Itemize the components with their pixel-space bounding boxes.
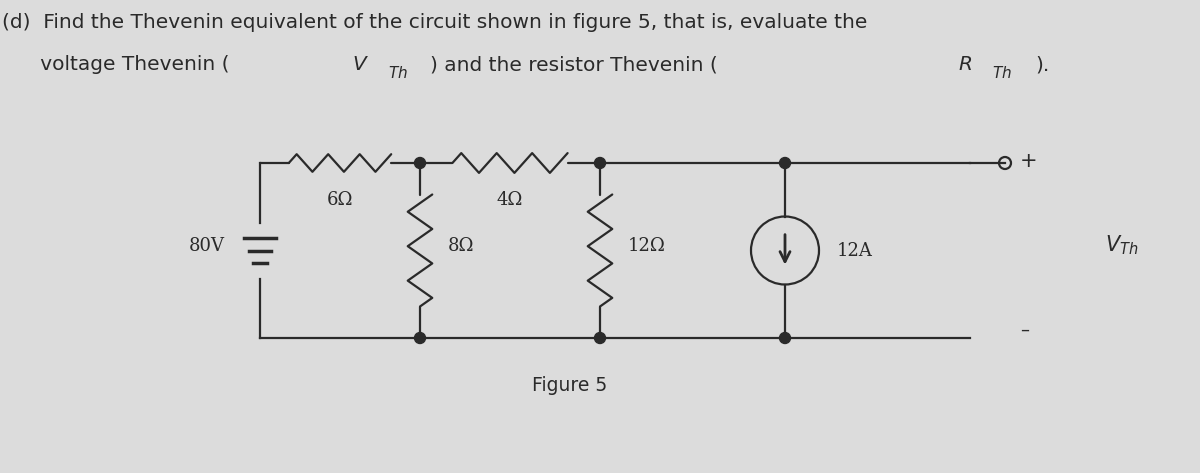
Text: voltage Thevenin (: voltage Thevenin ( xyxy=(2,55,229,74)
Circle shape xyxy=(414,333,426,343)
Text: +: + xyxy=(1020,151,1038,171)
Text: $\mathit{V}$: $\mathit{V}$ xyxy=(352,55,368,74)
Circle shape xyxy=(780,158,791,168)
Text: ) and the resistor Thevenin (: ) and the resistor Thevenin ( xyxy=(430,55,718,74)
Text: –: – xyxy=(1020,321,1030,339)
Text: $\mathit{V}_{Th}$: $\mathit{V}_{Th}$ xyxy=(1105,234,1139,257)
Text: Figure 5: Figure 5 xyxy=(533,376,607,395)
Circle shape xyxy=(594,333,606,343)
Text: ).: ). xyxy=(1034,55,1049,74)
Text: $\mathit{Th}$: $\mathit{Th}$ xyxy=(388,65,408,81)
Text: 12A: 12A xyxy=(836,242,872,260)
Circle shape xyxy=(414,158,426,168)
Circle shape xyxy=(780,333,791,343)
Text: (d)  Find the Thevenin equivalent of the circuit shown in figure 5, that is, eva: (d) Find the Thevenin equivalent of the … xyxy=(2,13,868,32)
Text: 12Ω: 12Ω xyxy=(628,236,666,254)
Circle shape xyxy=(594,158,606,168)
Text: $\mathit{Th}$: $\mathit{Th}$ xyxy=(992,65,1012,81)
Text: 80V: 80V xyxy=(190,236,226,254)
Text: 8Ω: 8Ω xyxy=(448,236,474,254)
Text: 6Ω: 6Ω xyxy=(326,191,353,209)
Text: $\mathit{R}$: $\mathit{R}$ xyxy=(958,55,972,74)
Text: 4Ω: 4Ω xyxy=(497,191,523,209)
